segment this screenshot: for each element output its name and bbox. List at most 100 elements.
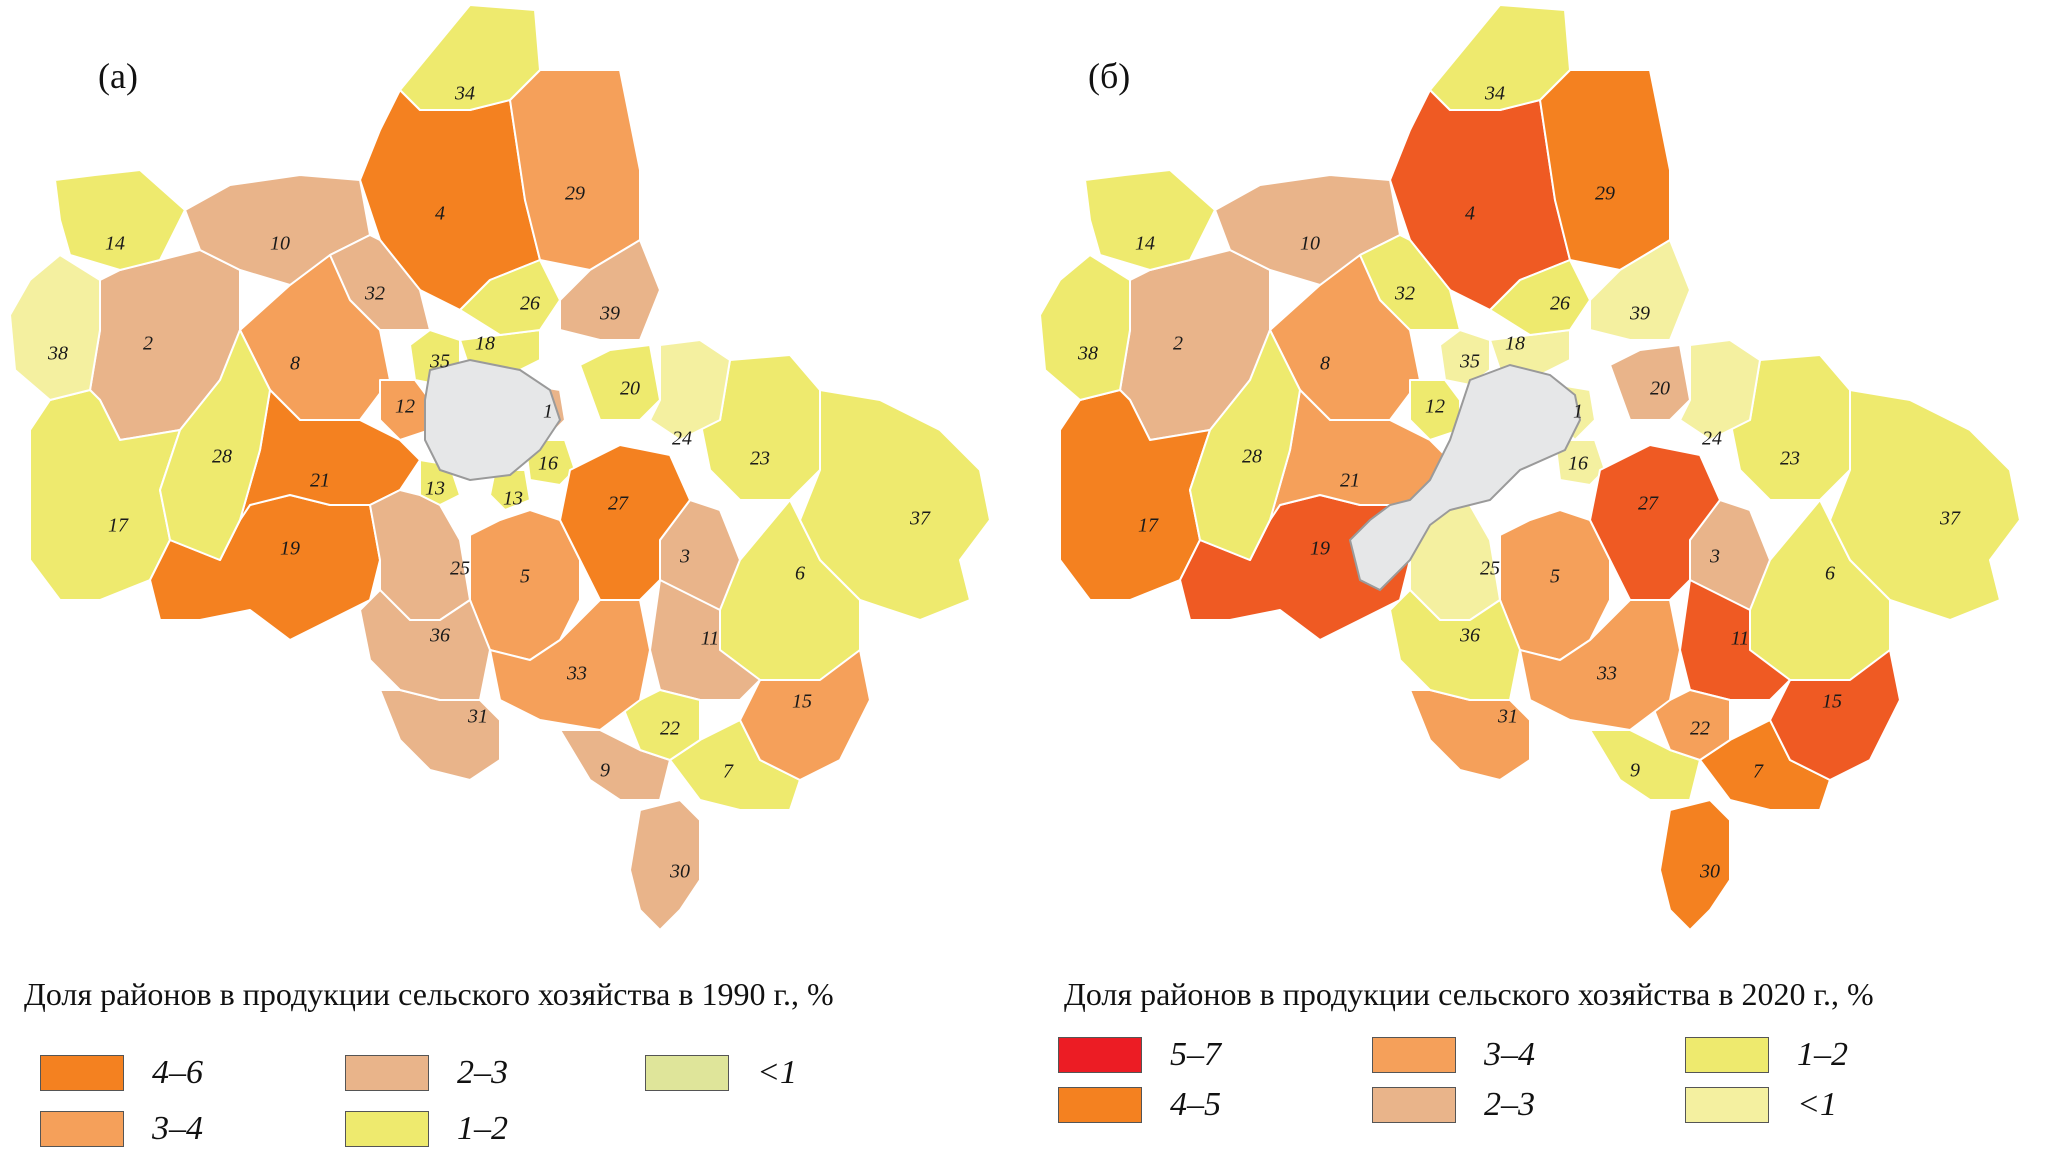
legend-label: <1: [1797, 1086, 1837, 1123]
district-label-7: 7: [1753, 761, 1764, 783]
district-label-36: 36: [429, 625, 450, 647]
district-33: [489, 599, 651, 731]
district-32: [1359, 234, 1461, 331]
legend-swatch: [1372, 1087, 1456, 1123]
district-label-12: 12: [395, 396, 415, 418]
district-13: [489, 469, 531, 511]
legend-label: 1–2: [1797, 1036, 1848, 1073]
legend-swatch: [1058, 1037, 1142, 1073]
district-label-5: 5: [1550, 566, 1560, 588]
district-39: [559, 239, 661, 341]
district-label-2: 2: [1173, 333, 1183, 355]
district-label-30: 30: [669, 861, 690, 883]
district-32: [329, 234, 431, 331]
legend-label: 4–5: [1170, 1086, 1221, 1123]
district-34: [399, 4, 541, 111]
district-38: [9, 254, 101, 401]
district-label-17: 17: [108, 515, 129, 537]
district-label-4: 4: [1465, 203, 1475, 225]
district-label-11: 11: [701, 628, 720, 650]
district-37: [1829, 389, 2021, 621]
district-label-18: 18: [475, 333, 495, 355]
district-label-10: 10: [1300, 233, 1320, 255]
district-36: [1389, 589, 1521, 701]
district-36: [359, 589, 491, 701]
district-label-14: 14: [1135, 233, 1155, 255]
district-33: [1519, 599, 1681, 731]
district-22: [1649, 689, 1731, 761]
district-label-26: 26: [1550, 293, 1570, 315]
legend-title-2020: Доля районов в продукции сельского хозяй…: [1064, 976, 1874, 1012]
legend-swatch: [1685, 1087, 1769, 1123]
district-label-8: 8: [1320, 353, 1330, 375]
district-39: [1589, 239, 1691, 341]
legend-title-1990: Доля районов в продукции сельского хозяй…: [24, 976, 834, 1012]
district-label-13: 13: [425, 478, 445, 500]
district-label-37: 37: [909, 508, 931, 530]
district-label-29: 29: [565, 183, 585, 205]
district-label-1: 1: [543, 401, 553, 423]
legend-label: 2–3: [1484, 1086, 1535, 1123]
district-27: [1589, 444, 1721, 601]
legend-item: <1: [645, 1054, 797, 1092]
district-label-28: 28: [1242, 446, 1262, 468]
district-9: [1589, 729, 1701, 801]
panel-label-b: (б): [1088, 56, 1130, 96]
district-label-9: 9: [1630, 760, 1640, 782]
legend-label: 3–4: [1484, 1036, 1535, 1073]
district-label-16: 16: [538, 453, 558, 475]
legend-label: <1: [757, 1054, 797, 1091]
legend-item: 3–4: [40, 1110, 203, 1148]
district-label-9: 9: [600, 760, 610, 782]
district-15: [1769, 649, 1901, 781]
district-27: [559, 444, 691, 601]
district-label-33: 33: [566, 663, 587, 685]
legend-label: 3–4: [152, 1110, 203, 1147]
legend-item: 2–3: [1372, 1086, 1535, 1124]
district-label-15: 15: [1822, 691, 1842, 713]
district-label-39: 39: [599, 303, 620, 325]
district-label-27: 27: [608, 493, 629, 515]
district-label-4: 4: [435, 203, 445, 225]
district-label-2: 2: [143, 333, 153, 355]
legend-label: 1–2: [457, 1110, 508, 1147]
district-label-36: 36: [1459, 625, 1480, 647]
legend-label: 4–6: [152, 1054, 203, 1091]
district-label-3: 3: [1709, 546, 1720, 568]
moscow-city: [1348, 363, 1582, 592]
district-label-3: 3: [679, 546, 690, 568]
legend-swatch: [40, 1111, 124, 1147]
district-label-22: 22: [1690, 718, 1710, 740]
district-label-35: 35: [429, 351, 450, 373]
district-label-6: 6: [795, 563, 805, 585]
district-37: [799, 389, 991, 621]
district-label-6: 6: [1825, 563, 1835, 585]
district-label-10: 10: [270, 233, 290, 255]
legend-item: 1–2: [345, 1110, 508, 1148]
district-label-21: 21: [1340, 470, 1360, 492]
district-label-34: 34: [454, 83, 475, 105]
district-label-7: 7: [723, 761, 734, 783]
district-label-33: 33: [1596, 663, 1617, 685]
district-28: [159, 329, 271, 561]
district-label-26: 26: [520, 293, 540, 315]
district-label-37: 37: [1939, 508, 1961, 530]
district-label-21: 21: [310, 470, 330, 492]
district-label-16: 16: [1568, 453, 1588, 475]
legend-item: 3–4: [1372, 1036, 1535, 1074]
district-label-19: 19: [280, 538, 300, 560]
district-label-18: 18: [1505, 333, 1525, 355]
legend-item: 1–2: [1685, 1036, 1848, 1074]
district-label-30: 30: [1699, 861, 1720, 883]
district-label-25: 25: [450, 558, 470, 580]
district-label-19: 19: [1310, 538, 1330, 560]
legend-item: 5–7: [1058, 1036, 1221, 1074]
legend-swatch: [345, 1111, 429, 1147]
district-label-23: 23: [1780, 448, 1800, 470]
district-31: [379, 689, 501, 781]
district-label-12: 12: [1425, 396, 1445, 418]
district-label-24: 24: [672, 428, 692, 450]
